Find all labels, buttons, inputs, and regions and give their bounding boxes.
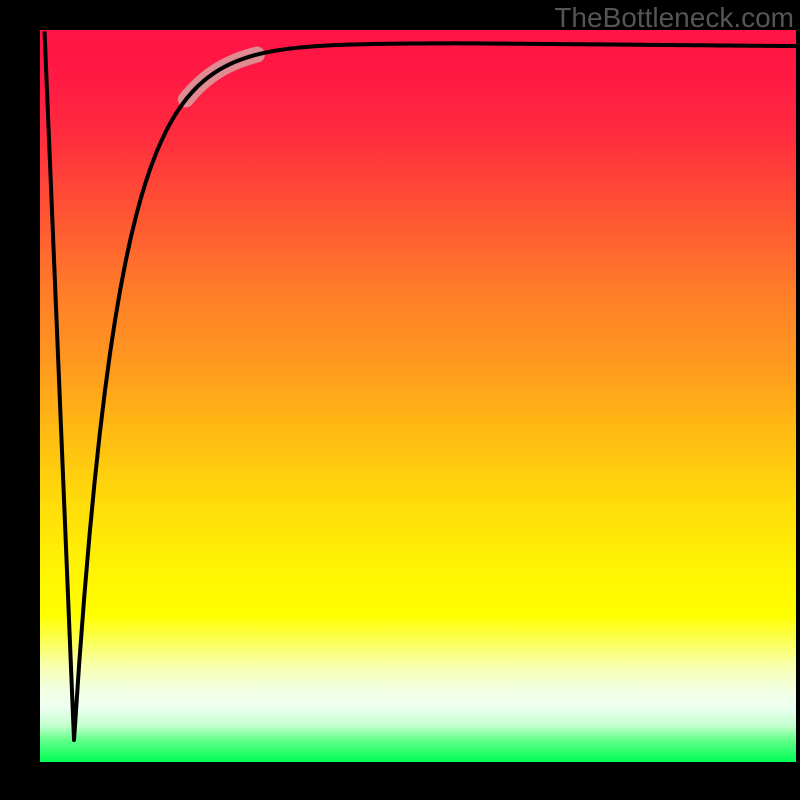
attribution-text: TheBottleneck.com bbox=[554, 2, 794, 34]
curve-highlight-segment bbox=[186, 55, 257, 100]
figure-frame: TheBottleneck.com bbox=[0, 0, 800, 800]
curve-layer bbox=[40, 30, 796, 762]
plot-area bbox=[40, 30, 796, 762]
bottleneck-curve bbox=[45, 31, 796, 740]
